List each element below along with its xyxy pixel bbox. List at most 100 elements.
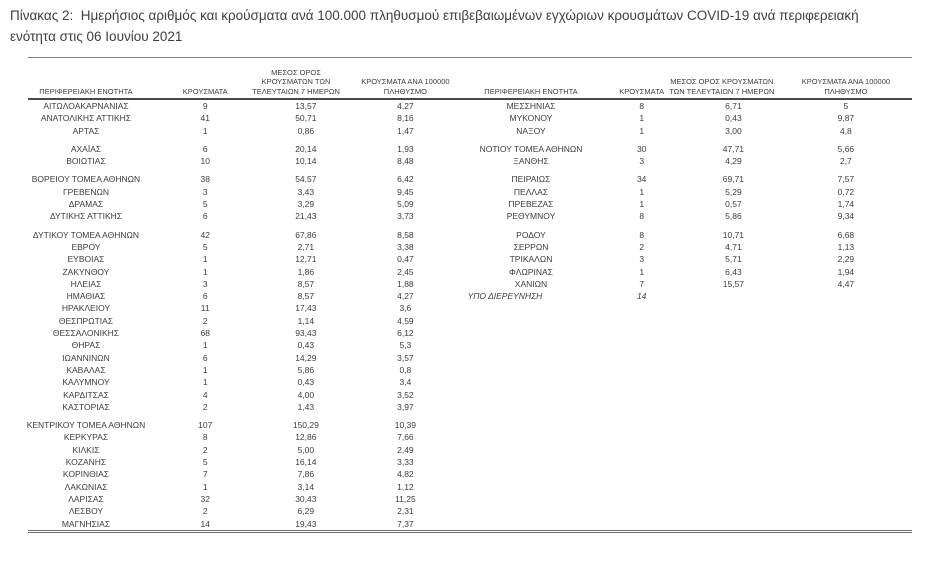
per-100k-cell: 4,27 xyxy=(397,291,414,302)
per-100k-cell: 3,33 xyxy=(397,457,414,468)
table-row: ΥΠΟ ΔΙΕΡΕΥΝΗΣΗ 14 xyxy=(466,290,912,302)
avg-7day-cell: 54,57 xyxy=(295,174,317,185)
cases-cell: 32 xyxy=(200,493,210,504)
cases-cell: 5 xyxy=(202,241,208,252)
region-name-cell: ΜΑΓΝΗΣΙΑΣ xyxy=(61,518,111,529)
table-row: ΝΑΞΟΥ 1 3,00 4,8 xyxy=(466,125,912,137)
region-name-cell: ΤΡΙΚΑΛΩΝ xyxy=(509,254,553,265)
table-row: ΚΑΣΤΟΡΙΑΣ 2 1,43 3,97 xyxy=(28,401,466,413)
per-100k-cell: 7,66 xyxy=(397,432,414,443)
region-name-cell: ΚΑΡΔΙΤΣΑΣ xyxy=(63,389,109,400)
per-100k-cell: 8,16 xyxy=(397,113,414,124)
table-row: ΜΕΣΣΗΝΙΑΣ 8 6,71 5 xyxy=(466,100,912,112)
avg-7day-cell: 150,29 xyxy=(292,420,319,431)
per-100k-cell: 4,27 xyxy=(397,101,414,111)
table-row: ΙΩΑΝΝΙΝΩΝ 6 14,29 3,57 xyxy=(28,352,466,364)
region-name-cell: ΘΕΣΠΡΩΤΙΑΣ xyxy=(58,315,114,326)
column-header-avg7: ΜΕΣΟΣ ΟΡΟΣ ΚΡΟΥΣΜΑΤΩΝ ΤΩΝ ΤΕΛΕΥΤΑΙΩΝ 7 Η… xyxy=(252,67,340,96)
cases-cell: 1 xyxy=(202,481,208,492)
table-row: ΑΙΤΩΛΟΑΚΑΡΝΑΝΙΑΣ 9 13,57 4,27 xyxy=(28,100,466,112)
region-name-cell: ΔΥΤΙΚΟΥ ΤΟΜΕΑ ΑΘΗΝΩΝ xyxy=(32,229,140,240)
table-row: ΑΧΑΪΑΣ 6 20,14 1,93 xyxy=(28,143,466,155)
avg-7day-cell: 13,57 xyxy=(295,101,317,111)
table-row: ΑΡΤΑΣ 1 0,86 1,47 xyxy=(28,125,466,137)
avg-7day-cell: 0,43 xyxy=(297,377,315,388)
avg-7day-cell: 5,86 xyxy=(297,364,315,375)
avg-7day-cell: 3,29 xyxy=(297,199,315,210)
per-100k-cell: 10,39 xyxy=(394,420,417,431)
table-row: ΡΟΔΟΥ 8 10,71 6,68 xyxy=(466,229,912,241)
per-100k-cell: 2,45 xyxy=(397,266,414,277)
avg-7day-cell: 3,00 xyxy=(725,125,742,136)
avg-7day-cell: 17,43 xyxy=(295,303,317,314)
cases-cell: 4 xyxy=(202,389,208,400)
per-100k-cell: 0,72 xyxy=(837,186,855,197)
per-100k-cell: 5 xyxy=(843,101,849,111)
region-name-cell: ΕΒΡΟΥ xyxy=(71,241,101,252)
table-row: ΒΟΡΕΙΟΥ ΤΟΜΕΑ ΑΘΗΝΩΝ 38 54,57 6,42 xyxy=(28,173,466,185)
avg-7day-cell: 93,43 xyxy=(295,328,317,339)
region-name-cell: ΡΟΔΟΥ xyxy=(516,229,546,240)
table-row: ΘΕΣΣΑΛΟΝΙΚΗΣ 68 93,43 6,12 xyxy=(28,327,466,339)
per-100k-cell: 4,82 xyxy=(397,469,414,480)
avg-7day-cell: 8,57 xyxy=(297,291,315,302)
table-row: ΓΡΕΒΕΝΩΝ 3 3,43 9,45 xyxy=(28,186,466,198)
avg-7day-cell: 1,14 xyxy=(297,315,315,326)
table-header-row: ΠΕΡΙΦΕΡΕΙΑΚΗ ΕΝΟΤΗΤΑ ΚΡΟΥΣΜΑΤΑ ΜΕΣΟΣ ΟΡΟΣ … xyxy=(465,58,912,100)
column-header-per100k: ΚΡΟΥΣΜΑΤΑ ΑΝΑ 100000 ΠΛΗΘΥΣΜΟ xyxy=(801,77,891,96)
region-name-cell: ΗΜΑΘΙΑΣ xyxy=(66,291,106,302)
avg-7day-cell: 4,00 xyxy=(297,389,315,400)
cases-cell: 34 xyxy=(636,174,647,185)
avg-7day-cell: 2,71 xyxy=(297,241,315,252)
cases-cell: 1 xyxy=(639,266,645,277)
cases-cell: 8 xyxy=(639,229,645,240)
per-100k-cell: 3,6 xyxy=(399,303,412,314)
cases-cell: 8 xyxy=(639,101,645,111)
cases-cell: 11 xyxy=(200,303,210,314)
region-name-cell: ΡΕΘΥΜΝΟΥ xyxy=(506,211,556,222)
region-name-cell: ΜΥΚΟΝΟΥ xyxy=(509,113,553,124)
cases-cell: 1 xyxy=(202,254,208,265)
region-name-cell: ΠΕΙΡΑΙΩΣ xyxy=(511,174,551,185)
avg-7day-cell: 7,86 xyxy=(297,469,315,480)
table-title-line1: Πίνακας 2: Ημερήσιος αριθμός και κρούσμα… xyxy=(10,8,859,23)
table-row: ΜΥΚΟΝΟΥ 1 0,43 9,87 xyxy=(466,112,912,124)
column-header-per100k: ΚΡΟΥΣΜΑΤΑ ΑΝΑ 100000 ΠΛΗΘΥΣΜΟ xyxy=(361,77,450,96)
per-100k-cell: 2,29 xyxy=(837,254,855,265)
table-row: ΞΑΝΘΗΣ 3 4,29 2,7 xyxy=(466,155,912,167)
cases-cell: 107 xyxy=(198,420,213,431)
region-name-cell: ΔΥΤΙΚΗΣ ΑΤΤΙΚΗΣ xyxy=(49,211,123,222)
table-row: ΛΑΚΩΝΙΑΣ 1 3,14 1,12 xyxy=(28,481,466,493)
cases-cell: 7 xyxy=(202,469,208,480)
region-name-cell: ΛΑΚΩΝΙΑΣ xyxy=(64,481,108,492)
table-row: ΧΑΝΙΩΝ 7 15,57 4,47 xyxy=(466,278,912,290)
region-name-cell: ΚΑΣΤΟΡΙΑΣ xyxy=(62,401,110,412)
cases-cell: 2 xyxy=(202,444,208,455)
avg-7day-cell: 1,86 xyxy=(297,266,315,277)
per-100k-cell: 1,94 xyxy=(837,266,855,277)
avg-7day-cell: 5,71 xyxy=(725,254,742,265)
cases-cell: 10 xyxy=(200,156,210,167)
region-name-cell: ΣΕΡΡΩΝ xyxy=(513,241,549,252)
region-name-cell: ΦΛΩΡΙΝΑΣ xyxy=(509,266,553,277)
avg-7day-cell: 5,00 xyxy=(297,444,315,455)
avg-7day-cell: 0,43 xyxy=(297,340,315,351)
region-name-cell: ΠΕΛΛΑΣ xyxy=(513,186,549,197)
table-row: ΕΒΡΟΥ 5 2,71 3,38 xyxy=(28,241,466,253)
table-row: ΚΑΒΑΛΑΣ 1 5,86 0,8 xyxy=(28,364,466,376)
per-100k-cell: 6,42 xyxy=(397,174,414,185)
region-name-cell: ΚΟΡΙΝΘΙΑΣ xyxy=(62,469,110,480)
cases-cell: 38 xyxy=(200,174,210,185)
covid-table-right: ΠΕΡΙΦΕΡΕΙΑΚΗ ΕΝΟΤΗΤΑ ΚΡΟΥΣΜΑΤΑ ΜΕΣΟΣ ΟΡΟΣ … xyxy=(465,58,912,302)
per-100k-cell: 1,47 xyxy=(397,125,414,136)
table-row: ΘΗΡΑΣ 1 0,43 5,3 xyxy=(28,339,466,351)
cases-cell: 9 xyxy=(202,101,208,111)
avg-7day-cell: 12,71 xyxy=(295,254,317,265)
avg-7day-cell: 0,86 xyxy=(297,125,315,136)
cases-cell: 8 xyxy=(639,211,645,222)
cases-cell: 1 xyxy=(639,113,645,124)
per-100k-cell: 1,93 xyxy=(397,143,414,154)
table-row: ΠΡΕΒΕΖΑΣ 1 0,57 1,74 xyxy=(466,198,912,210)
region-name-cell: ΑΧΑΪΑΣ xyxy=(70,143,102,154)
table-row: ΒΟΙΩΤΙΑΣ 10 10,14 8,48 xyxy=(28,155,466,167)
